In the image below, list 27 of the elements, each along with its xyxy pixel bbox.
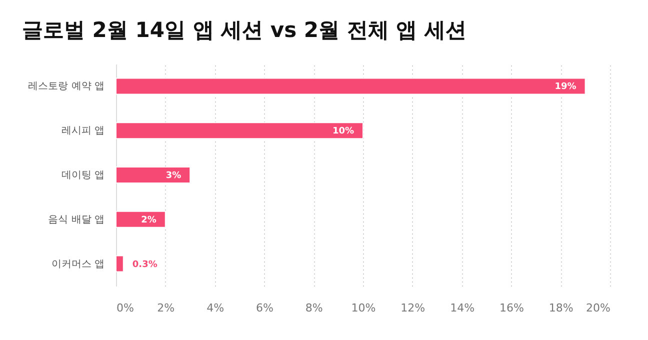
x-tick-label: 14% <box>450 302 475 314</box>
y-tick-label: 레스토랑 예약 앱 <box>28 81 104 92</box>
x-tick-label: 12% <box>400 302 426 314</box>
data-label: 2% <box>141 215 156 226</box>
data-label: 19% <box>554 82 576 92</box>
y-tick-label: 레시피 앱 <box>61 126 104 137</box>
y-tick-label: 음식 배달 앱 <box>48 214 104 226</box>
data-label: 3% <box>166 171 182 181</box>
x-tick-label: 2% <box>157 302 175 314</box>
x-tick-label: 0% <box>116 302 134 314</box>
data-label: 0.3% <box>132 260 158 270</box>
bar <box>116 210 166 228</box>
bar <box>116 166 191 184</box>
y-tick-label: 데이팅 앱 <box>61 170 104 181</box>
bar <box>116 78 586 95</box>
chart-title: 글로벌 2월 14일 앱 세션 vs 2월 전체 앱 세션 <box>22 17 466 44</box>
x-tick-label: 18% <box>548 302 574 314</box>
x-tick-label: 20% <box>586 302 610 314</box>
x-tick-label: 4% <box>206 302 224 314</box>
bar <box>116 255 124 272</box>
data-label: 10% <box>332 126 354 137</box>
x-tick-label: 10% <box>351 302 376 314</box>
x-tick-label: 16% <box>499 302 524 314</box>
x-tick-label: 6% <box>256 302 274 314</box>
bar <box>116 122 364 140</box>
x-tick-label: 8% <box>305 302 323 314</box>
y-tick-label: 이커머스 앱 <box>51 258 104 270</box>
